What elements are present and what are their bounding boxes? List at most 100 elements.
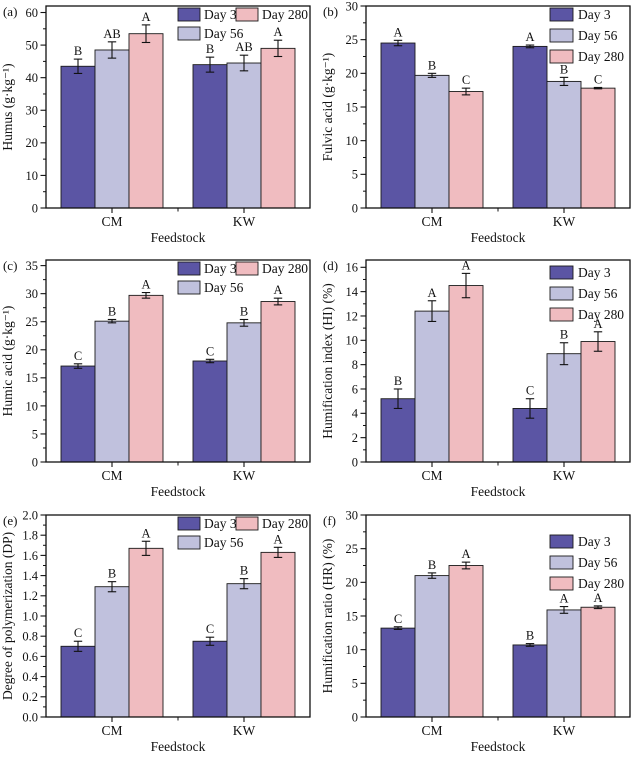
y-tick-label: 0.2 xyxy=(22,690,38,704)
y-tick-label: 30 xyxy=(346,509,358,522)
y-axis-label: Humic acid (g·kg⁻¹) xyxy=(0,306,15,417)
y-tick-label: 1.0 xyxy=(22,609,38,623)
bar-kw-day280 xyxy=(580,87,616,209)
y-tick-label: 0 xyxy=(32,201,38,215)
significance-letter: C xyxy=(206,345,214,359)
y-tick-label: 20 xyxy=(26,136,38,150)
y-tick-label: 10 xyxy=(26,169,38,183)
panel-label: (c) xyxy=(3,258,17,273)
category-label: CM xyxy=(422,214,443,229)
y-tick-label: 16 xyxy=(346,261,358,275)
significance-letter: C xyxy=(526,384,534,398)
y-tick-label: 1.6 xyxy=(22,548,38,562)
x-axis-label: Feedstock xyxy=(151,230,206,245)
panel-a-chart: 0 10 20 30 40 50 60 B B AB AB A A CM KW Feedstock Humus … xyxy=(0,4,311,245)
significance-letter: AB xyxy=(103,27,120,41)
y-tick-label: 4 xyxy=(352,407,359,421)
y-tick-label: 15 xyxy=(346,100,358,114)
bar-kw-day3 xyxy=(192,64,228,209)
bar-kw-day3 xyxy=(512,644,548,718)
plot-border xyxy=(365,259,631,463)
y-axis-label: Degree of polymerization (DP) xyxy=(0,532,15,700)
bar-kw-day3 xyxy=(192,640,228,718)
legend-label: Day 56 xyxy=(204,535,244,550)
legend-swatch xyxy=(549,576,574,591)
bar-kw-day3 xyxy=(192,360,228,463)
y-tick-label: 10 xyxy=(26,400,38,414)
legend-swatch xyxy=(177,7,201,22)
y-tick-label: 0 xyxy=(352,710,358,724)
panel-b-chart: 0 5 10 15 20 25 30 A A B B C C CM KW Feedstock Fulvic ac… xyxy=(320,0,631,245)
category-label: KW xyxy=(553,468,576,483)
bar-kw-day56 xyxy=(546,353,582,463)
significance-letter: B xyxy=(526,628,534,642)
y-tick-label: 0.8 xyxy=(22,629,38,643)
bar-cm-day280 xyxy=(448,285,484,463)
y-tick-label: 8 xyxy=(352,358,358,372)
legend-label: Day 280 xyxy=(262,261,308,276)
y-tick-label: 20 xyxy=(346,67,358,81)
bar-cm-day3 xyxy=(60,65,96,209)
y-tick-label: 1.8 xyxy=(22,528,38,542)
y-tick-label: 2.0 xyxy=(22,509,38,522)
bar-kw-day3 xyxy=(512,45,548,209)
legend-label: Day 280 xyxy=(578,307,624,322)
legend-label: Day 3 xyxy=(578,265,611,280)
legend-swatch xyxy=(177,280,201,295)
y-tick-label: 0.0 xyxy=(22,710,38,724)
category-label: CM xyxy=(422,723,443,738)
bar-cm-day56 xyxy=(414,310,450,463)
bar-kw-day56 xyxy=(226,322,262,463)
bar-cm-day3 xyxy=(380,42,416,209)
legend-swatch xyxy=(177,26,201,41)
x-axis-label: Feedstock xyxy=(471,739,526,754)
legend-swatch xyxy=(235,7,259,22)
legend-label: Day 56 xyxy=(578,28,618,43)
legend-swatch xyxy=(549,265,574,280)
panel-label: (b) xyxy=(323,4,338,19)
category-label: KW xyxy=(553,214,576,229)
legend-label: Day 3 xyxy=(204,261,237,276)
bar-kw-day56 xyxy=(226,62,262,209)
y-tick-label: 15 xyxy=(346,609,358,623)
significance-letter: A xyxy=(273,532,282,546)
y-tick-label: 0.4 xyxy=(22,670,38,684)
panel-f: 0 5 10 15 20 25 30 C B B A A A CM KW Feedstock Humificat… xyxy=(320,509,640,763)
y-tick-label: 1.4 xyxy=(22,569,38,583)
bar-cm-day280 xyxy=(448,91,484,209)
legend-label: Day 56 xyxy=(578,286,618,301)
category-label: KW xyxy=(233,723,256,738)
y-axis-label: Humification index (HI) (%) xyxy=(320,284,335,439)
legend-label: Day 280 xyxy=(578,49,624,64)
category-label: CM xyxy=(102,723,123,738)
legend-swatch xyxy=(549,7,574,22)
panel-d: 0 2 4 6 8 10 12 14 16 B C A B A A CM KW Feedstock Humifica… xyxy=(320,254,640,508)
category-label: KW xyxy=(233,214,256,229)
bar-cm-day280 xyxy=(448,564,484,718)
bar-cm-day56 xyxy=(94,321,130,463)
significance-letter: B xyxy=(560,328,568,342)
y-tick-label: 25 xyxy=(346,542,358,556)
significance-letter: A xyxy=(525,30,534,44)
significance-letter: A xyxy=(141,278,150,292)
y-tick-label: 25 xyxy=(346,33,358,47)
legend-swatch xyxy=(177,261,201,276)
panel-label: (a) xyxy=(3,4,17,19)
legend-swatch xyxy=(235,261,259,276)
legend-swatch xyxy=(549,307,574,322)
significance-letter: B xyxy=(428,558,436,572)
significance-letter: A xyxy=(593,317,602,331)
y-tick-label: 2 xyxy=(352,431,358,445)
panel-c: 0 5 10 15 20 25 30 35 C C B B A A CM KW Feedstock Humic a… xyxy=(0,254,320,508)
legend-label: Day 280 xyxy=(578,576,624,591)
y-tick-label: 0 xyxy=(352,201,358,215)
significance-letter: AB xyxy=(235,40,252,54)
bar-cm-day3 xyxy=(380,627,416,718)
significance-letter: C xyxy=(206,622,214,636)
y-tick-label: 20 xyxy=(26,343,38,357)
y-axis-label: Humus (g·kg⁻¹) xyxy=(0,63,15,150)
x-axis-label: Feedstock xyxy=(471,230,526,245)
significance-letter: B xyxy=(560,62,568,76)
legend-label: Day 3 xyxy=(578,7,611,22)
